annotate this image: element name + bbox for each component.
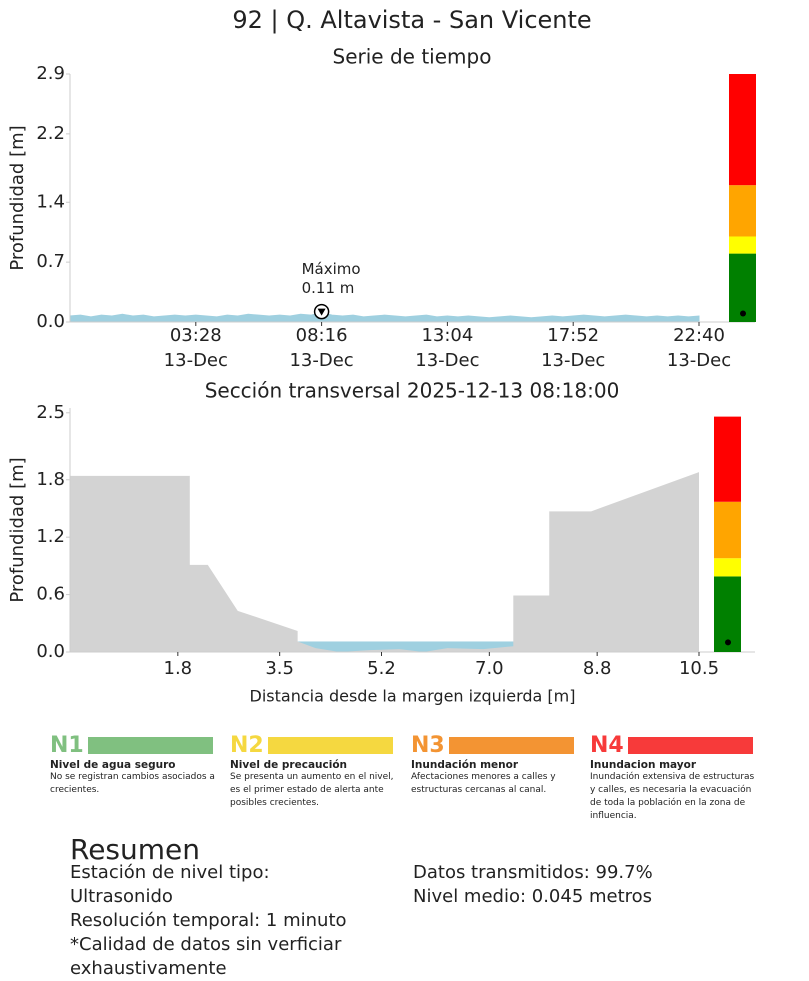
chart-title: Sección transversal 2025-12-13 08:18:00 [205,379,620,403]
level-item: N2 Nivel de precaución Se presenta un aume… [230,733,398,810]
chart-title: Serie de tiempo [333,45,492,69]
x-tick-label: 5.2 [367,658,396,679]
x-tick-label: 3.5 [265,658,294,679]
annotation-text: Máximo [302,260,361,278]
level-segment [714,501,741,559]
level-title: Inundacion mayor [590,759,697,771]
level-segment [714,416,741,502]
level-item: N4 Inundacion mayor Inundación extensiva d… [590,733,758,823]
x-tick-label: 8.8 [583,658,612,679]
max-arrow [317,308,326,316]
level-segment [714,558,741,577]
summary-line: Datos transmitidos: 99.7% [413,862,653,883]
level-row: N2 [230,733,398,758]
x-axis-label: Distancia desde la margen izquierda [m] [250,687,576,706]
x-tick-label: 7.0 [475,658,504,679]
x-tick-date: 13-Dec [289,350,353,371]
x-tick-date: 13-Dec [164,350,228,371]
x-tick-label: 17:52 [547,325,599,346]
x-tick-label: 22:40 [673,325,725,346]
level-row: N3 [411,733,579,758]
x-tick-date: 13-Dec [667,350,731,371]
level-bar [88,737,213,754]
x-tick-label: 03:28 [170,325,222,346]
summary-line: Estación de nivel tipo: Ultrasonido [70,862,270,907]
y-tick-label: 2.5 [36,402,65,423]
level-marker [740,310,746,317]
y-axis-label: Profundidad [m] [7,457,28,602]
summary-right: Datos transmitidos: 99.7% Nivel medio: 0.… [413,861,763,909]
x-tick-label: 13:04 [421,325,473,346]
y-tick-label: 0.0 [36,311,65,332]
level-description: No se registran cambios asociados a crec… [50,772,215,795]
summary-title: Resumen [70,833,201,866]
x-tick-label: 10.5 [679,658,719,679]
level-bar [268,737,393,754]
level-marker [725,639,731,646]
page-title: 92 | Q. Altavista - San Vicente [232,6,591,34]
level-item: N3 Inundación menor Afectaciones menores a… [411,733,579,797]
annotation-value: 0.11 m [302,279,355,297]
summary-line: Resolución temporal: 1 minuto [70,910,347,931]
level-row: N1 [50,733,218,758]
level-description: Afectaciones menores a calles y estructu… [411,772,556,795]
level-code: N2 [230,733,264,758]
level-segment [729,185,756,237]
y-tick-label: 2.9 [36,63,65,84]
level-item: N1 Nivel de agua seguro No se registran ca… [50,733,218,797]
level-row: N4 [590,733,758,758]
y-tick-label: 0.0 [36,641,65,662]
level-title: Nivel de precaución [230,759,348,771]
y-tick-label: 2.2 [36,123,65,144]
summary-left: Estación de nivel tipo: Ultrasonido Resol… [70,861,370,981]
water [70,641,699,652]
level-bar [449,737,574,754]
level-code: N3 [411,733,445,758]
y-tick-label: 1.4 [36,191,65,212]
level-description: Se presenta un aumento en el nivel, es e… [230,772,394,808]
x-tick-date: 13-Dec [541,350,605,371]
y-tick-label: 1.2 [36,526,65,547]
charts: 92 | Q. Altavista - San Vicente Serie de… [7,6,756,706]
level-title: Nivel de agua seguro [50,759,176,771]
level-segment [729,236,756,254]
depth-area [69,312,700,323]
y-tick-label: 0.7 [36,251,65,272]
summary-line: *Calidad de datos sin verficiar exhausti… [70,934,342,979]
level-bar [628,737,753,754]
level-code: N1 [50,733,84,758]
y-axis-label: Profundidad [m] [7,125,28,270]
x-tick-date: 13-Dec [415,350,479,371]
y-tick-label: 0.6 [36,584,65,605]
level-title: Inundación menor [411,759,519,771]
level-description: Inundación extensiva de estructuras y ca… [590,772,755,821]
x-tick-label: 08:16 [296,325,348,346]
level-segment [729,74,756,186]
summary-line: Nivel medio: 0.045 metros [413,886,653,907]
x-tick-label: 1.8 [164,658,193,679]
level-segment [714,576,741,652]
level-code: N4 [590,733,624,758]
terrain [70,472,699,652]
y-tick-label: 1.8 [36,469,65,490]
